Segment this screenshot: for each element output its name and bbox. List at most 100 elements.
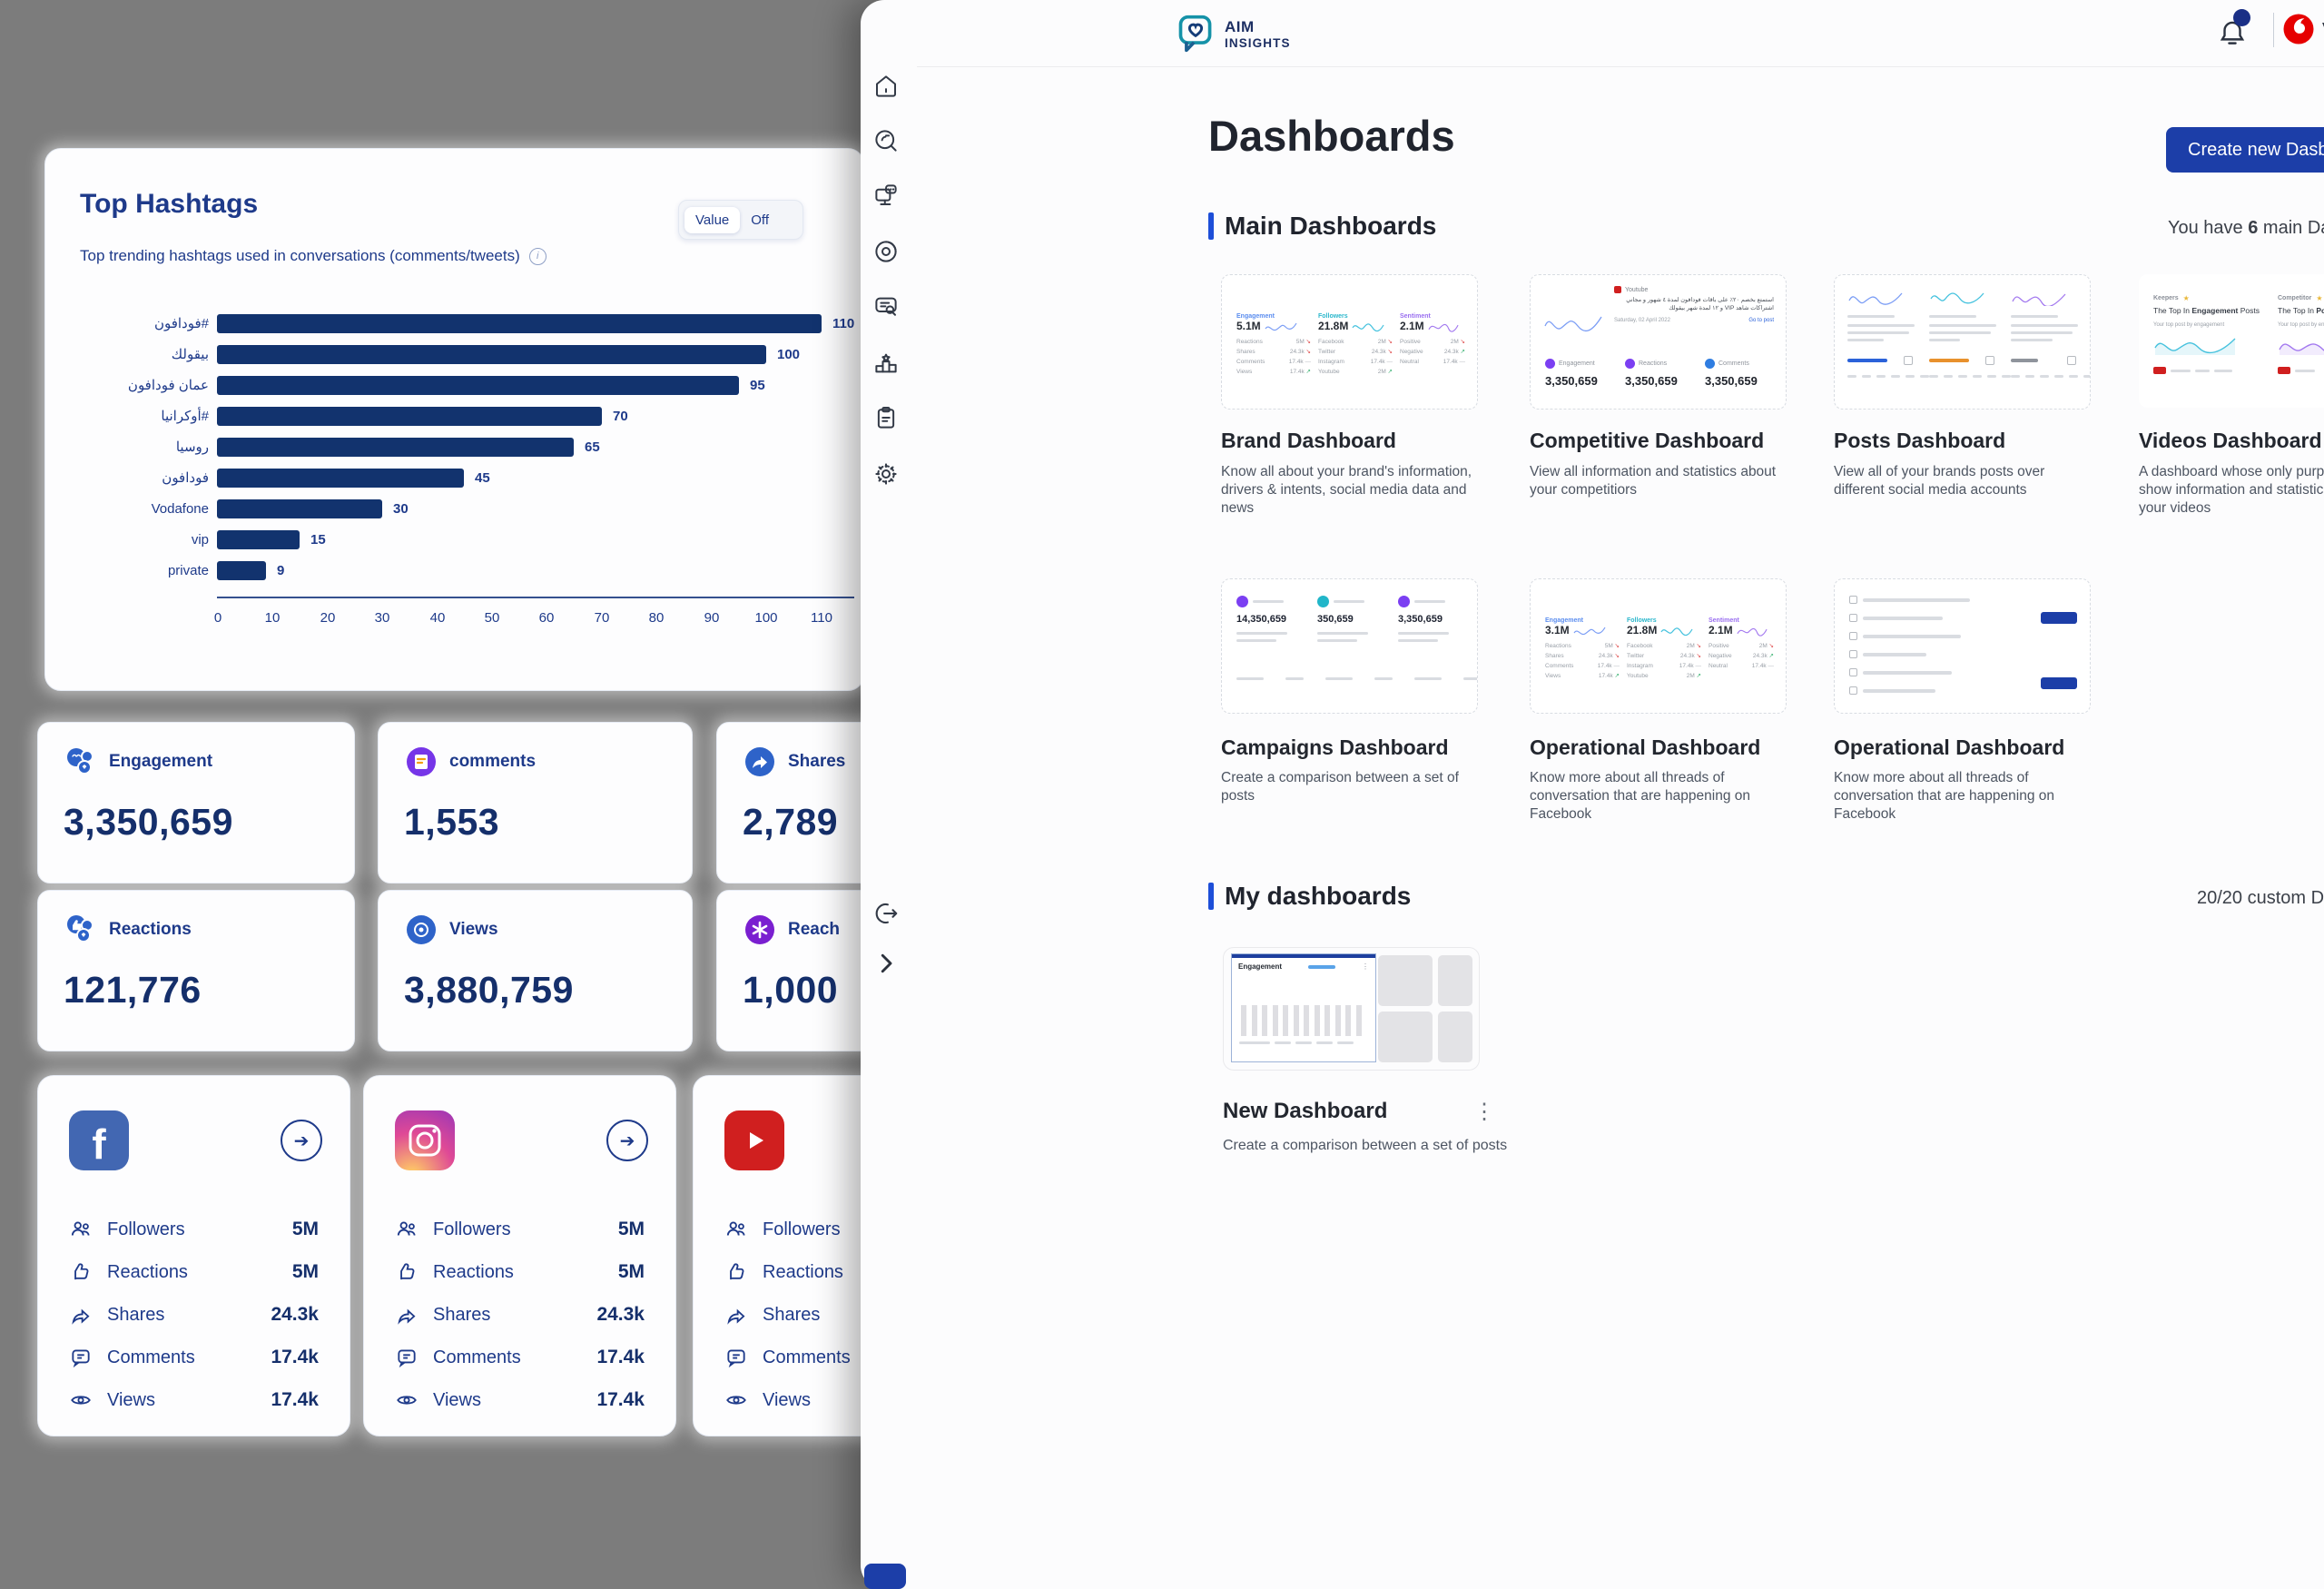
- operational-dashboard-thumbnail[interactable]: Engagement 3.1M Reactions 5M ↘ Shares 24.3…: [1530, 578, 1787, 714]
- brand-dashboard-thumbnail[interactable]: Engagement 5.1M Reactions 5M ↘ Shares 24.3…: [1221, 274, 1478, 410]
- hashtag-bar[interactable]: [217, 498, 382, 518]
- card-title[interactable]: Operational Dashboard: [1530, 735, 1761, 759]
- settings-gear-icon[interactable]: [872, 460, 900, 488]
- bar-label: فودافون: [162, 470, 209, 486]
- card-title[interactable]: Operational Dashboard: [1834, 735, 2065, 759]
- go-to-post-link[interactable]: Go to post: [1748, 318, 1774, 323]
- section-accent-bar: [1208, 883, 1214, 910]
- open-instagram-arrow-icon[interactable]: ➔: [606, 1120, 648, 1161]
- metric-card-engagement: Engagement 3,350,659: [37, 722, 355, 883]
- shares-icon: [743, 745, 777, 779]
- reports-icon[interactable]: [872, 404, 900, 431]
- views-icon: [397, 1396, 417, 1405]
- bar-label: #أوكرانيا: [161, 409, 209, 424]
- bar-label: بيقولك: [171, 347, 209, 362]
- card-desc: View all of your brands posts over diffe…: [1834, 464, 2045, 498]
- star-icon: ★: [2182, 294, 2190, 302]
- main-dashboards-header: Main Dashboards: [1208, 212, 1436, 241]
- hashtag-bar[interactable]: [217, 468, 464, 488]
- instagram-views: 17.4k: [596, 1389, 645, 1410]
- instagram-reactions: 5M: [617, 1261, 645, 1282]
- card-title[interactable]: Videos Dashboard: [2139, 429, 2322, 452]
- metric-label: Reach: [788, 920, 841, 939]
- home-icon[interactable]: [872, 73, 900, 100]
- metric-value: 1,000: [743, 969, 839, 1011]
- followers-icon: [397, 1221, 416, 1236]
- shares-icon: [72, 1308, 90, 1325]
- card-title[interactable]: Campaigns Dashboard: [1221, 735, 1449, 759]
- campaigns-dashboard-thumbnail[interactable]: 14,350,659 350,659 3,350,659: [1221, 578, 1478, 714]
- facebook-reactions: 5M: [291, 1261, 319, 1282]
- views-icon: [71, 1396, 91, 1405]
- card-title[interactable]: Posts Dashboard: [1834, 429, 2006, 452]
- benchmark-icon[interactable]: [872, 350, 900, 377]
- toggle-off-option[interactable]: Off: [751, 212, 769, 228]
- dashboards-panel: [861, 0, 2324, 1589]
- hashtag-bar[interactable]: [217, 560, 266, 580]
- facebook-shares: 24.3k: [271, 1304, 319, 1325]
- notification-badge: [2233, 9, 2250, 26]
- chart-title: Top Hashtags: [80, 189, 259, 219]
- card-title[interactable]: New Dashboard: [1223, 1099, 1388, 1123]
- bar-label: #فودافون: [153, 316, 209, 331]
- competitive-dashboard-thumbnail[interactable]: Youtube استمتع بخصم ٢٠٪ على باقات فودافو…: [1530, 274, 1787, 410]
- bar-label: Vodafone: [151, 500, 209, 517]
- metric-label: Views: [449, 920, 498, 939]
- shares-icon: [727, 1308, 745, 1325]
- hashtag-bar[interactable]: [217, 529, 300, 549]
- metric-value: 2,789: [743, 801, 839, 843]
- hashtag-bar[interactable]: [217, 437, 574, 457]
- aim-insights-logo[interactable]: AIM INSIGHTS: [1176, 13, 1291, 54]
- insights-search-icon[interactable]: [872, 127, 900, 154]
- info-icon[interactable]: i: [528, 247, 547, 265]
- youtube-icon: [724, 1110, 784, 1170]
- bar-label: روسيا: [175, 439, 209, 455]
- hashtag-bar[interactable]: [217, 313, 822, 333]
- metric-card-comments: comments 1,553: [378, 722, 693, 883]
- hashtag-bar[interactable]: [217, 344, 766, 364]
- posts-dashboard-thumbnail[interactable]: [1834, 274, 2091, 410]
- videos-dashboard-thumbnail[interactable]: Keepers ★ The Top In Engagement Posts You…: [2139, 274, 2324, 408]
- followers-icon: [71, 1221, 90, 1236]
- open-facebook-arrow-icon[interactable]: ➔: [281, 1120, 322, 1161]
- account-menu[interactable]: Vodafone: [2282, 13, 2324, 45]
- reactions-icon: [730, 1263, 744, 1280]
- metric-value: 3,880,759: [404, 969, 574, 1011]
- thumb-button: [2041, 677, 2077, 689]
- media-monitor-icon[interactable]: [872, 238, 900, 265]
- toggle-value-option[interactable]: Value: [684, 206, 741, 233]
- metric-label: Reactions: [109, 920, 192, 939]
- card-title[interactable]: Competitive Dashboard: [1530, 429, 1765, 452]
- instagram-followers: 5M: [617, 1219, 645, 1239]
- conversation-search-icon[interactable]: [872, 293, 900, 321]
- hashtag-bar[interactable]: [217, 406, 602, 426]
- bar-value: 95: [750, 377, 765, 393]
- bar-value: 100: [777, 346, 801, 362]
- section-accent-bar: [1208, 212, 1214, 240]
- thumb-button: [2041, 612, 2077, 624]
- reactions-icon: [74, 1263, 89, 1280]
- bar-label: عمان فودافون: [127, 378, 209, 393]
- hashtag-bar[interactable]: [217, 375, 739, 395]
- facebook-card: f ➔ Followers 5M Reactions 5M Shares 24.3k …: [37, 1075, 350, 1436]
- chart-subtitle: Top trending hashtags used in conversati…: [80, 247, 547, 265]
- logout-icon[interactable]: [872, 900, 900, 927]
- shares-icon: [398, 1308, 416, 1325]
- facebook-icon: f: [69, 1110, 129, 1170]
- value-off-toggle[interactable]: Value Off: [678, 200, 803, 240]
- social-listening-icon[interactable]: [872, 182, 900, 209]
- bar-value: 110: [832, 315, 855, 331]
- create-new-dashboard-button[interactable]: Create new Dasboard: [2166, 127, 2324, 173]
- kebab-menu-icon[interactable]: ⋮: [1473, 1100, 1495, 1124]
- youtube-dot-icon: [1614, 286, 1621, 293]
- star-icon: ★: [2316, 294, 2323, 302]
- my-dashboards-count: 20/20 custom Dashboards: [2197, 888, 2324, 908]
- card-title[interactable]: Brand Dashboard: [1221, 429, 1396, 452]
- bar-value: 15: [310, 531, 326, 548]
- chat-widget-chip[interactable]: [864, 1564, 906, 1589]
- instagram-icon: [395, 1110, 455, 1170]
- notifications-bell[interactable]: [2217, 9, 2250, 55]
- operational-dashboard-2-thumbnail[interactable]: [1834, 578, 2091, 714]
- chevron-right-icon[interactable]: [872, 950, 900, 977]
- new-dashboard-thumbnail[interactable]: Engagement ⋮: [1223, 947, 1480, 1071]
